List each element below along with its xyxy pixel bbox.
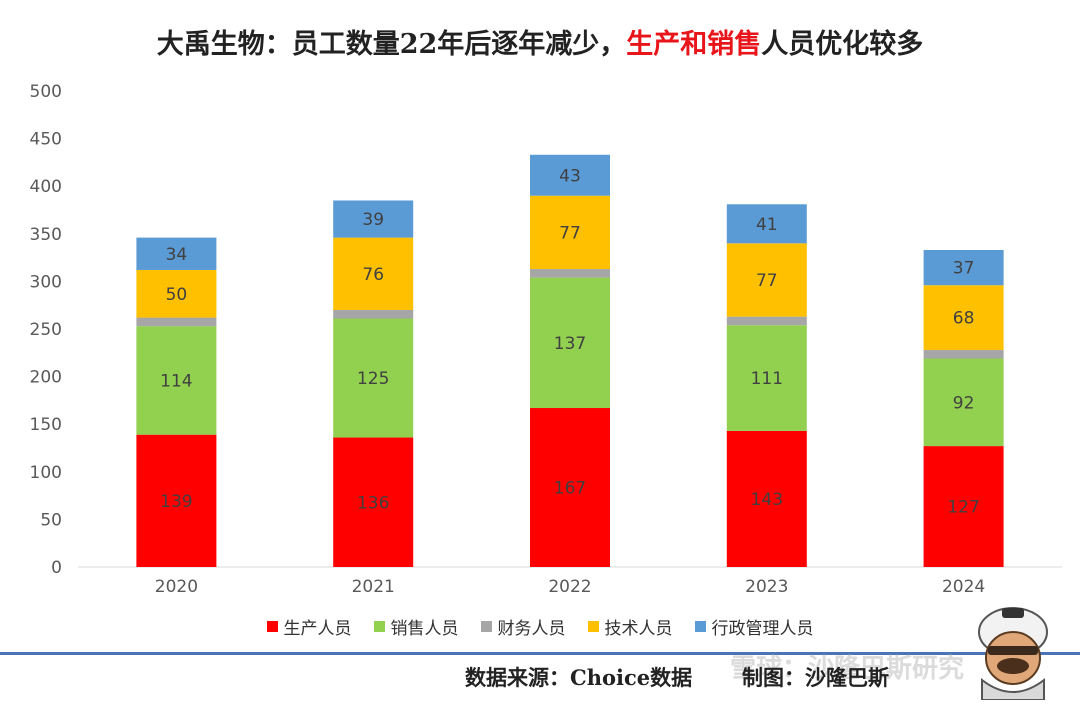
legend-item-technical: 技术人员 [587,614,673,639]
x-tick-label: 2023 [745,577,788,597]
data-label: 167 [554,479,586,499]
y-tick-label: 100 [30,463,62,483]
bar-segment-technical [136,269,217,318]
y-tick-label: 150 [30,415,62,435]
bar-segment-finance [136,317,217,327]
legend-swatch [587,621,599,632]
bar-segment-finance [923,349,1004,359]
bar-segment-production [923,446,1004,567]
bar-segment-finance [333,309,414,319]
legend-label: 生产人员 [283,619,352,639]
bar-segment-admin [726,204,807,244]
bar-segment-sales [136,326,217,435]
bar-segment-production [530,408,610,567]
data-label: 136 [357,493,389,513]
bar-segment-technical [333,237,414,310]
bar-segment-sales [530,277,610,409]
legend-label: 销售人员 [390,619,459,639]
bar-segment-finance [530,269,610,278]
mascot-logo [978,607,1048,700]
data-label: 139 [160,492,192,512]
legend-swatch [373,621,385,632]
title-highlight: 生产和销售 [626,29,762,60]
data-label: 111 [751,369,783,389]
data-label: 39 [362,210,384,230]
y-tick-label: 250 [30,320,62,340]
data-label: 125 [357,369,389,389]
data-label: 43 [559,166,581,186]
footer-divider [0,652,1080,655]
bar-segment-production [136,434,217,567]
x-tick-label: 2021 [352,577,395,597]
bar-segment-technical [530,195,610,270]
data-label: 77 [756,271,778,291]
x-tick-label: 2020 [155,577,198,597]
data-label: 50 [166,285,188,305]
bar-segment-production [726,430,807,567]
data-label: 68 [953,309,975,329]
legend-item-production: 生产人员 [266,614,352,639]
bar-segment-sales [923,358,1004,447]
y-tick-label: 450 [30,130,62,150]
y-tick-label: 50 [40,510,62,530]
y-tick-label: 0 [51,558,62,578]
data-label: 127 [947,498,979,518]
data-label: 34 [166,245,188,265]
data-label: 143 [751,490,783,510]
x-tick-label: 2022 [548,577,591,597]
bar-segment-admin [530,154,610,196]
data-label: 77 [559,223,581,243]
y-tick-label: 300 [30,272,62,292]
bar-segment-admin [136,237,217,270]
bar-segment-sales [726,325,807,431]
legend-label: 行政管理人员 [711,619,814,639]
footer-source: 数据来源：Choice数据 [465,665,693,690]
y-tick-label: 500 [30,82,62,102]
bar-segment-production [333,437,414,567]
data-label: 92 [953,393,975,413]
stacked-bar-chart: 0 50 100 150 200 250 300 350 400 450 500 139 114 50 34… [30,82,1062,597]
chart-legend: 生产人员 销售人员 财务人员 技术人员 行政管理人员 [0,614,1080,639]
chart-title: 大禹生物：员工数量22年后逐年减少，生产和销售人员优化较多 [0,22,1080,61]
bar-segment-technical [726,243,807,317]
bar-segment-technical [923,285,1004,350]
legend-label: 财务人员 [497,619,566,639]
bar-segment-finance [726,316,807,326]
x-tick-label: 2024 [942,577,985,597]
title-prefix: 大禹生物：员工数量22年后逐年减少， [156,29,627,60]
legend-swatch [266,621,278,632]
legend-item-sales: 销售人员 [373,614,459,639]
y-tick-label: 200 [30,368,62,388]
bar-segment-sales [333,318,414,438]
bar-segment-admin [333,200,414,238]
data-label: 114 [160,371,192,391]
y-tick-label: 400 [30,177,62,197]
bar-segment-admin [923,249,1004,286]
watermark-text: 雪球：沙隆巴斯研究 [730,654,965,684]
data-label: 137 [554,334,586,354]
legend-item-admin: 行政管理人员 [694,614,814,639]
data-label: 41 [756,215,778,235]
y-tick-label: 350 [30,225,62,245]
legend-item-finance: 财务人员 [480,614,566,639]
data-label: 76 [362,265,384,285]
title-suffix: 人员优化较多 [761,29,924,60]
legend-swatch [694,621,706,632]
legend-label: 技术人员 [604,619,673,639]
footer-credit: 制图：沙隆巴斯 [742,665,889,690]
data-label: 37 [953,259,975,279]
legend-swatch [480,621,492,632]
